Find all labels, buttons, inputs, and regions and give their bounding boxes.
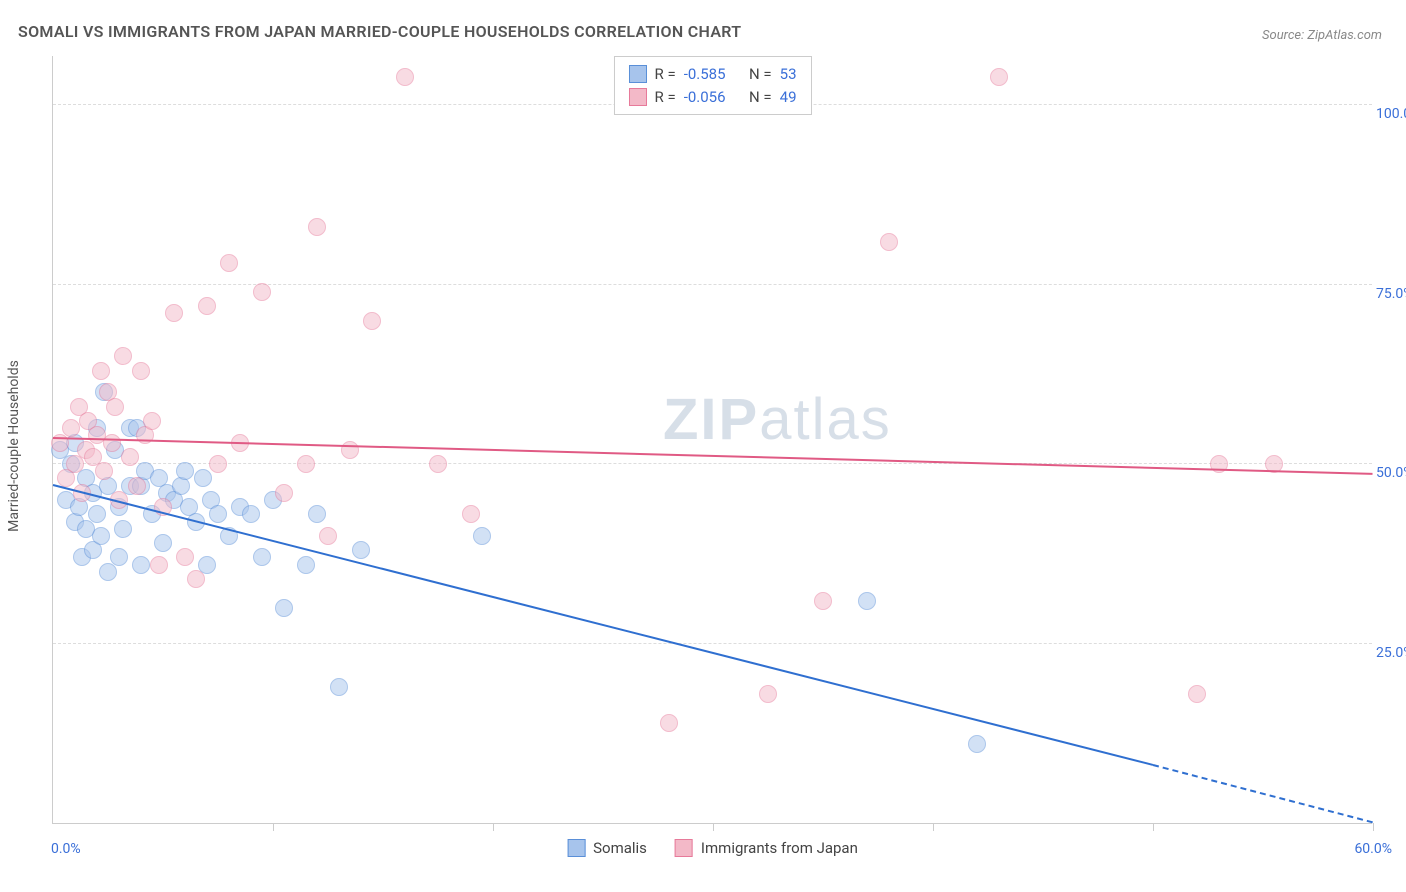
n-value-2: 49 [780, 86, 797, 109]
scatter-point [121, 448, 139, 466]
scatter-point [110, 548, 128, 566]
gridline-h [53, 284, 1372, 285]
gridline-h [53, 643, 1372, 644]
scatter-point [88, 505, 106, 523]
scatter-point [220, 254, 238, 272]
n-label: N = [749, 63, 772, 86]
scatter-point [114, 347, 132, 365]
scatter-point [198, 297, 216, 315]
swatch-series1 [628, 65, 646, 83]
scatter-point [308, 505, 326, 523]
scatter-point [187, 570, 205, 588]
y-tick-label: 25.0% [1376, 645, 1406, 661]
x-tick [713, 823, 714, 831]
watermark-rest: atlas [759, 387, 892, 452]
scatter-point [253, 283, 271, 301]
scatter-point [968, 735, 986, 753]
scatter-point [473, 527, 491, 545]
x-tick [1153, 823, 1154, 831]
legend-swatch-1 [567, 839, 585, 857]
stats-legend-box: R = -0.585 N = 53 R = -0.056 N = 49 [613, 56, 811, 115]
r-label: R = [654, 86, 675, 109]
x-tick [933, 823, 934, 831]
scatter-point [154, 534, 172, 552]
scatter-point [62, 419, 80, 437]
scatter-point [308, 218, 326, 236]
scatter-point [1188, 685, 1206, 703]
scatter-point [242, 505, 260, 523]
scatter-point [176, 548, 194, 566]
x-tick [1373, 823, 1374, 831]
watermark-bold: ZIP [663, 387, 759, 452]
scatter-point [103, 434, 121, 452]
x-tick [493, 823, 494, 831]
n-label: N = [749, 86, 772, 109]
scatter-point [143, 412, 161, 430]
y-axis-title: Married-couple Households [6, 360, 22, 532]
scatter-point [253, 548, 271, 566]
scatter-point [95, 462, 113, 480]
legend-item-2: Immigrants from Japan [675, 839, 858, 857]
scatter-point [132, 556, 150, 574]
trendline-dashed [1153, 764, 1373, 823]
chart-source: Source: ZipAtlas.com [1262, 28, 1382, 43]
scatter-point [396, 68, 414, 86]
scatter-point [114, 520, 132, 538]
stats-row-1: R = -0.585 N = 53 [628, 63, 796, 86]
scatter-point [814, 592, 832, 610]
scatter-point [297, 556, 315, 574]
legend-swatch-2 [675, 839, 693, 857]
chart-title: SOMALI VS IMMIGRANTS FROM JAPAN MARRIED-… [18, 22, 741, 41]
scatter-point [352, 541, 370, 559]
scatter-point [92, 527, 110, 545]
scatter-point [858, 592, 876, 610]
trendline [53, 437, 1373, 475]
x-tick [273, 823, 274, 831]
legend-item-1: Somalis [567, 839, 647, 857]
scatter-point [150, 556, 168, 574]
plot-area: ZIPatlas 25.0%50.0%75.0%100.0% R = -0.58… [52, 56, 1372, 824]
scatter-point [319, 527, 337, 545]
scatter-point [990, 68, 1008, 86]
x-tick-label-60: 60.0% [1354, 841, 1392, 857]
scatter-point [759, 685, 777, 703]
scatter-point [209, 505, 227, 523]
legend-label-2: Immigrants from Japan [701, 839, 858, 857]
scatter-point [132, 362, 150, 380]
x-tick-label-0: 0.0% [51, 841, 81, 857]
scatter-point [660, 714, 678, 732]
scatter-point [92, 362, 110, 380]
r-label: R = [654, 63, 675, 86]
scatter-point [297, 455, 315, 473]
scatter-point [194, 469, 212, 487]
r-value-1: -0.585 [684, 63, 726, 86]
scatter-point [275, 484, 293, 502]
scatter-point [429, 455, 447, 473]
stats-row-2: R = -0.056 N = 49 [628, 86, 796, 109]
legend-label-1: Somalis [593, 839, 647, 857]
scatter-point [128, 477, 146, 495]
y-tick-label: 50.0% [1376, 465, 1406, 481]
scatter-point [176, 462, 194, 480]
scatter-point [880, 233, 898, 251]
y-tick-label: 75.0% [1376, 286, 1406, 302]
trendline [53, 484, 1153, 766]
y-tick-label: 100.0% [1376, 106, 1406, 122]
scatter-point [363, 312, 381, 330]
n-value-1: 53 [780, 63, 797, 86]
bottom-legend: Somalis Immigrants from Japan [567, 839, 858, 857]
scatter-point [275, 599, 293, 617]
scatter-point [165, 304, 183, 322]
watermark: ZIPatlas [663, 386, 892, 453]
gridline-h [53, 463, 1372, 464]
r-value-2: -0.056 [684, 86, 726, 109]
scatter-point [209, 455, 227, 473]
scatter-point [106, 398, 124, 416]
swatch-series2 [628, 88, 646, 106]
scatter-point [462, 505, 480, 523]
scatter-point [330, 678, 348, 696]
scatter-point [341, 441, 359, 459]
